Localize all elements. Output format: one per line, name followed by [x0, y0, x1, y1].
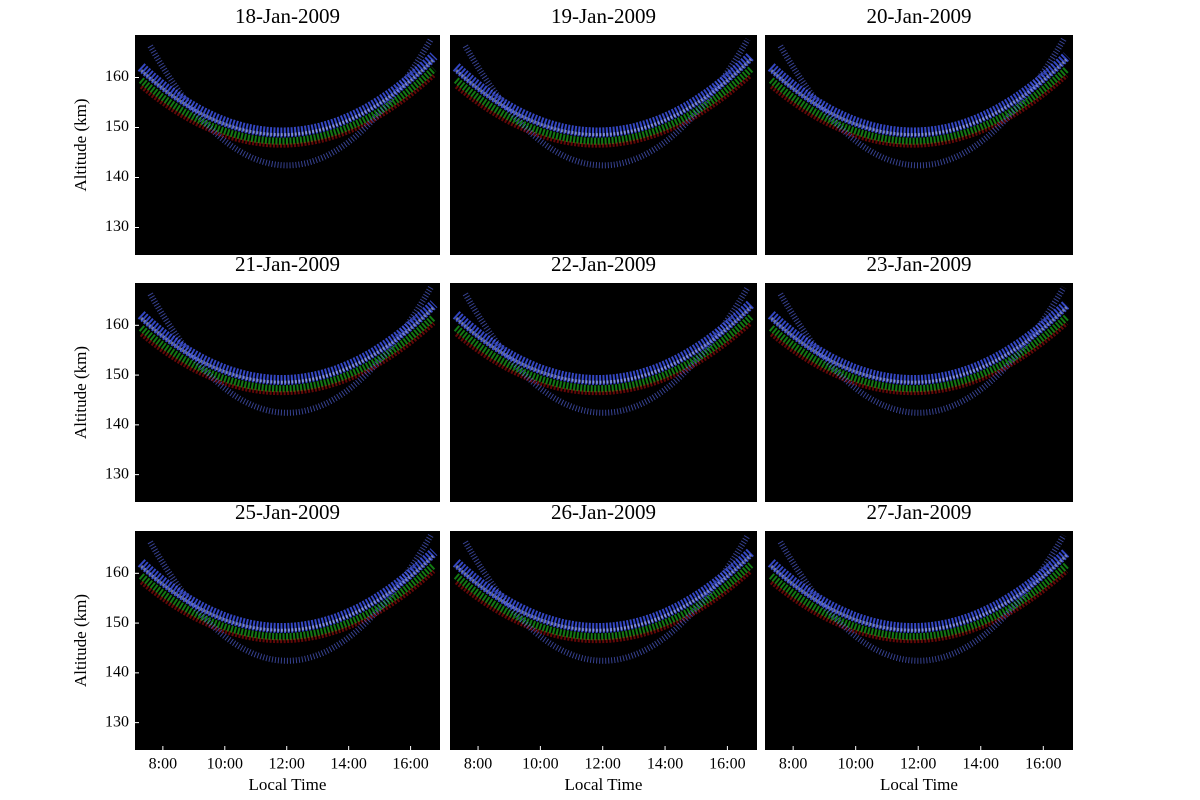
- x-tick-label: 8:00: [464, 756, 492, 773]
- panel-title: 18-Jan-2009: [235, 4, 340, 28]
- x-tick-label: 12:00: [900, 756, 936, 773]
- y-tick-label: 130: [105, 713, 129, 730]
- echo-decoration: [453, 314, 754, 393]
- echo-decoration: [455, 306, 752, 384]
- echo-decoration: [139, 74, 436, 148]
- echo-decoration: [452, 300, 755, 385]
- echo-decoration: [139, 570, 436, 644]
- echo-decoration: [455, 554, 752, 632]
- x-axis-label: Local Time: [249, 775, 327, 794]
- y-tick-label: 150: [105, 366, 129, 383]
- y-tick-label: 140: [105, 664, 129, 681]
- echo-decoration: [768, 562, 1070, 641]
- y-tick-label: 140: [105, 168, 129, 185]
- y-tick-label: 150: [105, 614, 129, 631]
- echo-decoration: [138, 314, 437, 393]
- x-tick-label: 12:00: [268, 756, 304, 773]
- panel-title: 22-Jan-2009: [551, 252, 656, 276]
- y-axis-label: Altitude (km): [71, 346, 90, 439]
- y-tick-label: 150: [105, 118, 129, 135]
- y-tick-label: 140: [105, 416, 129, 433]
- x-tick-label: 14:00: [330, 756, 366, 773]
- echo-decoration: [139, 322, 436, 396]
- x-tick-label: 10:00: [207, 756, 243, 773]
- y-tick-label: 160: [105, 68, 129, 85]
- echo-decoration: [770, 58, 1068, 137]
- echo-decoration: [768, 66, 1070, 145]
- echo-decoration: [453, 562, 754, 641]
- echo-decoration: [147, 37, 434, 169]
- panel-title: 21-Jan-2009: [235, 252, 340, 276]
- x-tick-label: 12:00: [584, 756, 620, 773]
- x-tick-label: 8:00: [779, 756, 807, 773]
- echo-decoration: [452, 52, 755, 138]
- echo-decoration: [138, 66, 437, 145]
- x-tick-label: 8:00: [149, 756, 177, 773]
- panel-title: 27-Jan-2009: [867, 500, 972, 524]
- echo-decoration: [777, 533, 1067, 664]
- echo-decoration: [767, 52, 1071, 138]
- echo-decoration: [770, 306, 1068, 384]
- echo-decoration: [454, 74, 753, 148]
- x-tick-label: 16:00: [709, 756, 745, 773]
- panel-title: 26-Jan-2009: [551, 500, 656, 524]
- y-tick-label: 130: [105, 465, 129, 482]
- x-tick-label: 10:00: [522, 756, 558, 773]
- echo-decoration: [455, 58, 752, 137]
- panel-title: 20-Jan-2009: [867, 4, 972, 28]
- panel-title: 19-Jan-2009: [551, 4, 656, 28]
- echo-decoration: [453, 66, 754, 145]
- x-tick-label: 16:00: [1025, 756, 1061, 773]
- y-axis-label: Altitude (km): [71, 98, 90, 191]
- y-axis-label: Altitude (km): [71, 594, 90, 687]
- echo-decoration: [452, 548, 755, 633]
- panel-title: 23-Jan-2009: [867, 252, 972, 276]
- echo-decoration: [768, 314, 1070, 393]
- y-tick-label: 130: [105, 218, 129, 235]
- x-tick-label: 16:00: [392, 756, 428, 773]
- echo-decoration: [454, 570, 753, 644]
- echo-decoration: [777, 37, 1067, 169]
- echo-decoration: [140, 554, 435, 632]
- y-tick-label: 160: [105, 564, 129, 581]
- echo-decoration: [137, 548, 438, 633]
- x-axis-label: Local Time: [565, 775, 643, 794]
- echo-decoration: [454, 322, 753, 396]
- echo-decoration: [140, 306, 435, 384]
- echo-decoration: [769, 74, 1069, 148]
- echo-decoration: [462, 37, 751, 169]
- x-axis-label: Local Time: [880, 775, 958, 794]
- echo-decoration: [769, 322, 1069, 396]
- echo-decoration: [770, 554, 1068, 632]
- y-tick-label: 160: [105, 316, 129, 333]
- panel-title: 25-Jan-2009: [235, 500, 340, 524]
- x-tick-label: 14:00: [963, 756, 999, 773]
- x-tick-label: 14:00: [647, 756, 683, 773]
- echo-decoration: [769, 570, 1069, 644]
- echo-decoration: [138, 562, 437, 641]
- echo-decoration: [137, 300, 438, 385]
- echo-decoration: [137, 52, 438, 138]
- echo-decoration: [777, 285, 1067, 416]
- x-tick-label: 10:00: [837, 756, 873, 773]
